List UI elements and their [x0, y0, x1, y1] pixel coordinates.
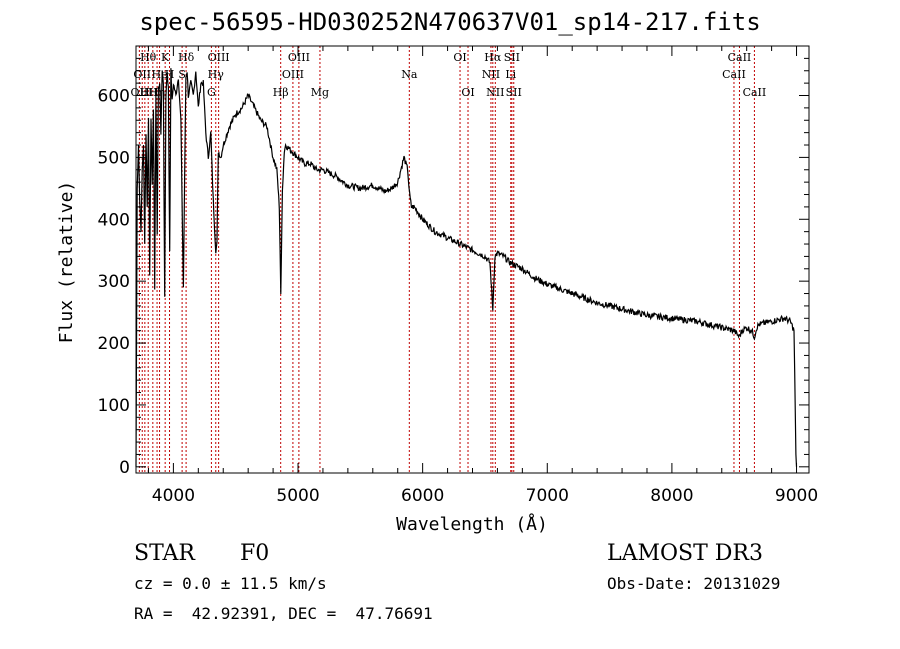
y-tick-label: 300	[98, 272, 130, 292]
line-label: S	[178, 68, 186, 81]
emission-line-labels: OIIOIIHHθHHηHeKHHδSGHγOIIIHβOIIIOIIIMgNa…	[131, 51, 767, 99]
line-label: CaII	[728, 51, 752, 64]
line-label: Na	[401, 68, 418, 81]
spectrum-series-line	[135, 68, 798, 467]
line-label: Hη	[149, 86, 165, 99]
line-label: Hγ	[208, 68, 225, 81]
line-label: Hα	[484, 51, 502, 64]
object-class: STAR	[134, 541, 195, 566]
x-tick-label: 7000	[526, 486, 569, 506]
redshift-info: cz = 0.0 ± 11.5 km/s	[134, 574, 327, 593]
emission-line-markers	[138, 46, 755, 473]
obs-date: Obs-Date: 20131029	[607, 574, 781, 593]
y-axis-label: Flux (relative)	[56, 181, 77, 344]
line-label: NII	[486, 86, 504, 99]
y-tick-label: 400	[98, 210, 130, 230]
line-label: SII	[506, 86, 522, 99]
plot-frame	[135, 45, 810, 474]
x-axis-label: Wavelength (Å)	[396, 513, 548, 535]
line-label: H	[148, 86, 158, 99]
line-label: OI	[461, 86, 474, 99]
x-tick-label: 8000	[650, 486, 693, 506]
line-label: OIII	[208, 51, 230, 64]
x-tick-label: 9000	[775, 486, 818, 506]
line-label: K	[161, 51, 170, 64]
y-tick-label: 100	[98, 396, 130, 416]
y-tick-label: 200	[98, 334, 130, 354]
y-tick-label: 500	[98, 148, 130, 168]
line-label: Hθ	[140, 51, 157, 64]
line-label: H	[165, 68, 175, 81]
line-label: H	[140, 86, 150, 99]
y-tick-label: 0	[119, 458, 130, 478]
coordinates: RA = 42.92391, DEC = 47.76691	[134, 604, 433, 623]
line-label: He	[152, 68, 168, 81]
line-label: Mg	[311, 86, 329, 99]
line-label: OIII	[282, 68, 304, 81]
line-label: Hδ	[178, 51, 195, 64]
object-subclass: F0	[240, 541, 270, 566]
y-axis-ticks: 0 100 200 300 400 500 600	[98, 57, 809, 478]
x-tick-label: 6000	[401, 486, 444, 506]
line-label: CaII	[743, 86, 767, 99]
line-label: OIII	[288, 51, 310, 64]
line-label: G	[207, 86, 216, 99]
line-label: Li	[505, 68, 516, 81]
line-label: CaII	[722, 68, 746, 81]
line-label: SII	[504, 51, 520, 64]
y-tick-label: 600	[98, 87, 130, 107]
line-label: OI	[453, 51, 466, 64]
survey-name: LAMOST DR3	[607, 541, 763, 566]
line-label: NII	[482, 68, 500, 81]
chart-title: spec-56595-HD030252N470637V01_sp14-217.f…	[139, 8, 761, 36]
x-tick-label: 5000	[276, 486, 319, 506]
line-label: Hβ	[273, 86, 289, 99]
x-axis-ticks: 4000 5000 6000 7000 8000 9000	[147, 46, 818, 506]
x-tick-label: 4000	[152, 486, 195, 506]
